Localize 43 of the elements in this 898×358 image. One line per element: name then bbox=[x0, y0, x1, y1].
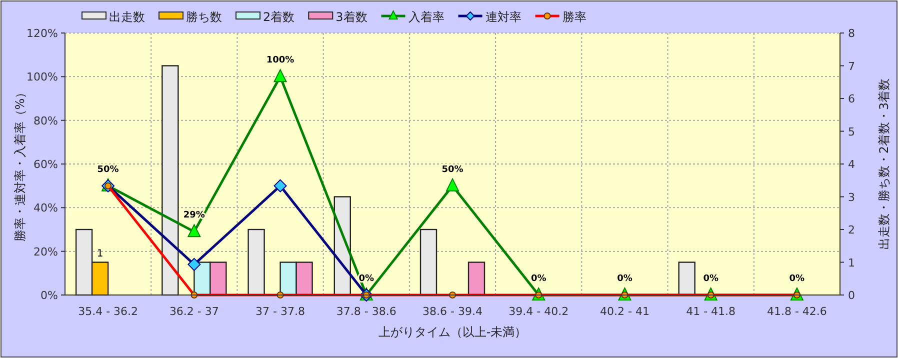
x-tick-label: 41.8 - 42.6 bbox=[766, 305, 827, 318]
x-tick-label: 38.6 - 39.4 bbox=[422, 305, 482, 318]
legend-label: 3着数 bbox=[336, 10, 368, 24]
legend-label: 連対率 bbox=[485, 10, 522, 24]
legend-label: 2着数 bbox=[263, 10, 295, 24]
data-label: 0% bbox=[789, 274, 805, 284]
y2-tick-label: 8 bbox=[848, 27, 855, 40]
data-label: 0% bbox=[703, 274, 718, 284]
x-tick-label: 37.8 - 38.6 bbox=[336, 305, 396, 318]
y-axis-title: 勝率・連対率・入着率（%） bbox=[13, 86, 27, 242]
y2-tick-label: 5 bbox=[848, 125, 855, 138]
data-label: 50% bbox=[97, 164, 119, 175]
y2-tick-label: 6 bbox=[848, 92, 855, 106]
legend-label: 勝ち数 bbox=[186, 10, 222, 24]
x-axis-title: 上がりタイム（以上-未満） bbox=[378, 325, 527, 339]
x-tick-label: 36.2 - 37 bbox=[169, 305, 219, 318]
data-label: 100% bbox=[266, 56, 294, 66]
data-label: 0% bbox=[530, 274, 546, 284]
y-tick-label: 40% bbox=[34, 202, 58, 215]
y2-tick-label: 0 bbox=[848, 289, 855, 302]
y2-tick-label: 3 bbox=[848, 190, 855, 204]
y-tick-label: 20% bbox=[34, 245, 58, 258]
data-label: 50% bbox=[442, 164, 464, 175]
y2-tick-label: 2 bbox=[848, 224, 855, 236]
y-tick-label: 60% bbox=[34, 158, 58, 171]
x-tick-label: 41 - 41.8 bbox=[686, 305, 736, 318]
y2-axis-title: 出走数・勝ち数・2着数・3着数 bbox=[877, 78, 891, 250]
x-tick-label: 35.4 - 36.2 bbox=[78, 305, 138, 318]
y2-tick-label: 4 bbox=[848, 158, 855, 171]
x-tick-label: 39.4 - 40.2 bbox=[508, 305, 569, 318]
data-label: 0% bbox=[617, 274, 632, 284]
data-label: 1 bbox=[96, 248, 104, 260]
y2-tick-label: 7 bbox=[848, 60, 855, 73]
y-tick-label: 100% bbox=[26, 70, 58, 84]
y-tick-label: 0% bbox=[40, 289, 58, 302]
y-tick-label: 80% bbox=[34, 114, 58, 128]
legend-label: 入着率 bbox=[408, 10, 444, 24]
x-tick-label: 37 - 37.8 bbox=[256, 305, 306, 318]
legend-label: 出走数 bbox=[109, 10, 145, 24]
legend-label: 勝率 bbox=[562, 10, 586, 24]
x-tick-label: 40.2 - 41 bbox=[600, 305, 650, 318]
y2-tick-label: 1 bbox=[848, 256, 855, 270]
y-tick-label: 120% bbox=[26, 27, 58, 40]
